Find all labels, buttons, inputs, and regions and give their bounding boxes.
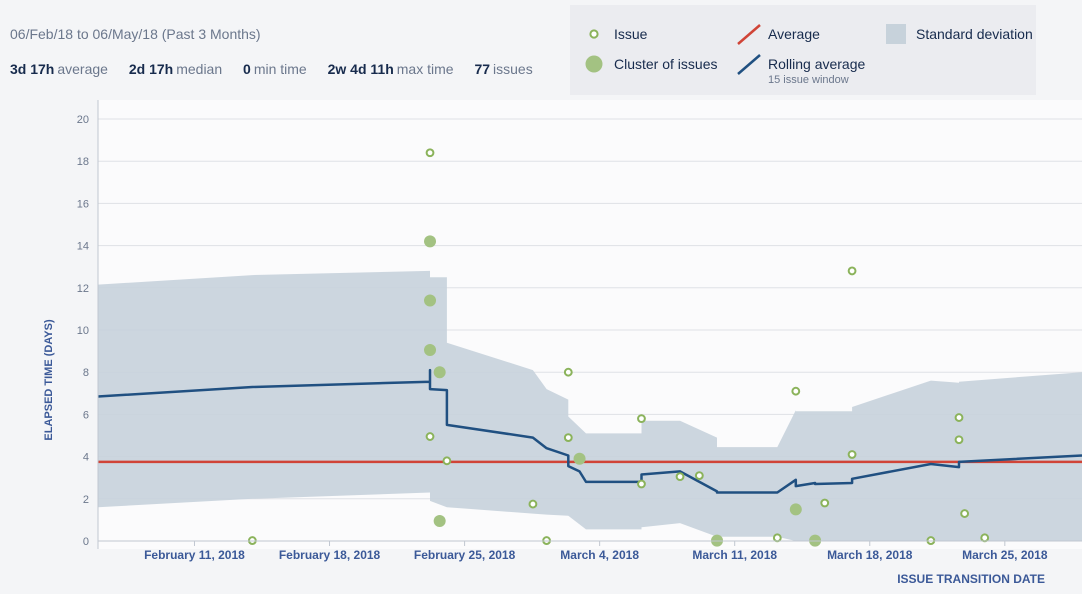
y-tick-label: 0 <box>83 536 89 548</box>
issue-point <box>563 367 573 377</box>
issue-point <box>847 266 857 276</box>
stat-min-time: 0 min time <box>243 61 307 77</box>
stat-max-time-label: max time <box>396 61 454 77</box>
rolling-average-line <box>97 368 1082 494</box>
y-tick-label: 6 <box>83 409 89 421</box>
issue-point <box>954 435 964 445</box>
y-tick-label: 14 <box>77 241 89 253</box>
stat-median: 2d 17h median <box>129 61 222 77</box>
y-tick-label: 12 <box>77 283 89 295</box>
stat-average-value: 3d 17h <box>10 61 55 77</box>
date-range: 06/Feb/18 to 06/May/18 (Past 3 Months) <box>10 26 261 42</box>
issue-point <box>960 509 970 518</box>
issue-point <box>425 432 435 441</box>
x-tick-label: March 11, 2018 <box>692 548 777 562</box>
issue-point <box>847 450 857 459</box>
legend-stddev-label: Standard deviation <box>916 26 1033 42</box>
y-tick-label: 8 <box>83 367 89 379</box>
axis-ticks: 0 2 4 6 8 10 12 14 16 18 20 February 11, 2018 Februa… <box>77 114 1048 562</box>
rolling-average-line-icon <box>737 54 761 75</box>
y-axis-title: ELAPSED TIME (DAYS) <box>43 319 55 441</box>
issue-point <box>820 498 830 508</box>
cluster-point <box>433 366 446 379</box>
stddev-band <box>98 270 1082 541</box>
legend-swatches <box>585 24 906 75</box>
stat-issues-label: issues <box>493 61 533 77</box>
cluster-point <box>789 503 802 516</box>
legend-rolling-label: Rolling average <box>768 56 866 72</box>
issue-point <box>772 533 782 543</box>
issue-point <box>675 472 685 482</box>
issue-point <box>980 533 990 543</box>
control-chart[interactable]: 0 2 4 6 8 10 12 14 16 18 20 February 11, 2018 Februa… <box>0 100 1082 594</box>
x-tick-label: March 25, 2018 <box>962 548 1048 562</box>
issue-point <box>563 433 573 443</box>
average-line-icon <box>737 24 761 45</box>
issue-point <box>694 471 704 480</box>
issue-point <box>791 386 801 396</box>
issue-point <box>637 479 646 489</box>
stat-average: 3d 17h average <box>10 61 108 77</box>
issue-point <box>425 148 435 158</box>
stat-max-time-value: 2w 4d 11h <box>327 61 394 77</box>
chart-legend: Issue Cluster of issues Average Rolling … <box>570 5 1036 95</box>
y-tick-label: 16 <box>77 198 89 210</box>
summary-stats: 3d 17h average 2d 17h median 0 min time 2w … <box>10 61 550 77</box>
y-tick-label: 2 <box>83 494 89 506</box>
report-header: 06/Feb/18 to 06/May/18 (Past 3 Months) 3… <box>0 0 1082 100</box>
stat-min-time-label: min time <box>253 61 307 77</box>
y-tick-label: 10 <box>77 325 89 337</box>
legend-average-label: Average <box>768 26 820 42</box>
stat-issues-value: 77 <box>474 61 491 77</box>
stat-max-time: 2w 4d 11h max time <box>328 61 454 77</box>
x-tick-label: February 25, 2018 <box>414 548 516 562</box>
issue-marker-icon <box>589 29 599 39</box>
legend-rolling: Rolling average 15 issue window <box>768 56 865 86</box>
stat-median-label: median <box>176 61 223 77</box>
stat-issues: 77 issues <box>474 61 532 77</box>
issue-point <box>637 414 646 424</box>
stat-median-value: 2d 17h <box>128 61 174 77</box>
cluster-marker-icon <box>585 55 603 73</box>
x-tick-label: February 11, 2018 <box>144 548 245 562</box>
y-tick-label: 4 <box>83 452 89 464</box>
legend-issue-label: Issue <box>614 26 648 42</box>
cluster-point <box>424 294 437 307</box>
stat-min-time-value: 0 <box>243 61 251 77</box>
x-tick-label: March 4, 2018 <box>560 548 639 562</box>
legend-rolling-window: 15 issue window <box>768 74 849 86</box>
y-tick-label: 20 <box>77 114 89 126</box>
stat-average-label: average <box>57 61 108 77</box>
cluster-point <box>433 514 446 527</box>
x-tick-label: March 18, 2018 <box>827 548 913 562</box>
x-tick-label: February 18, 2018 <box>279 548 381 562</box>
issue-point <box>442 456 452 466</box>
cluster-point <box>573 452 586 465</box>
x-axis-title: ISSUE TRANSITION DATE <box>897 572 1045 586</box>
cluster-point <box>424 235 437 248</box>
cluster-point <box>424 344 437 357</box>
stddev-swatch-icon <box>886 24 906 44</box>
y-tick-label: 18 <box>77 156 89 168</box>
issue-point <box>954 413 964 422</box>
legend-cluster-label: Cluster of issues <box>614 56 718 72</box>
issue-point <box>528 499 538 509</box>
